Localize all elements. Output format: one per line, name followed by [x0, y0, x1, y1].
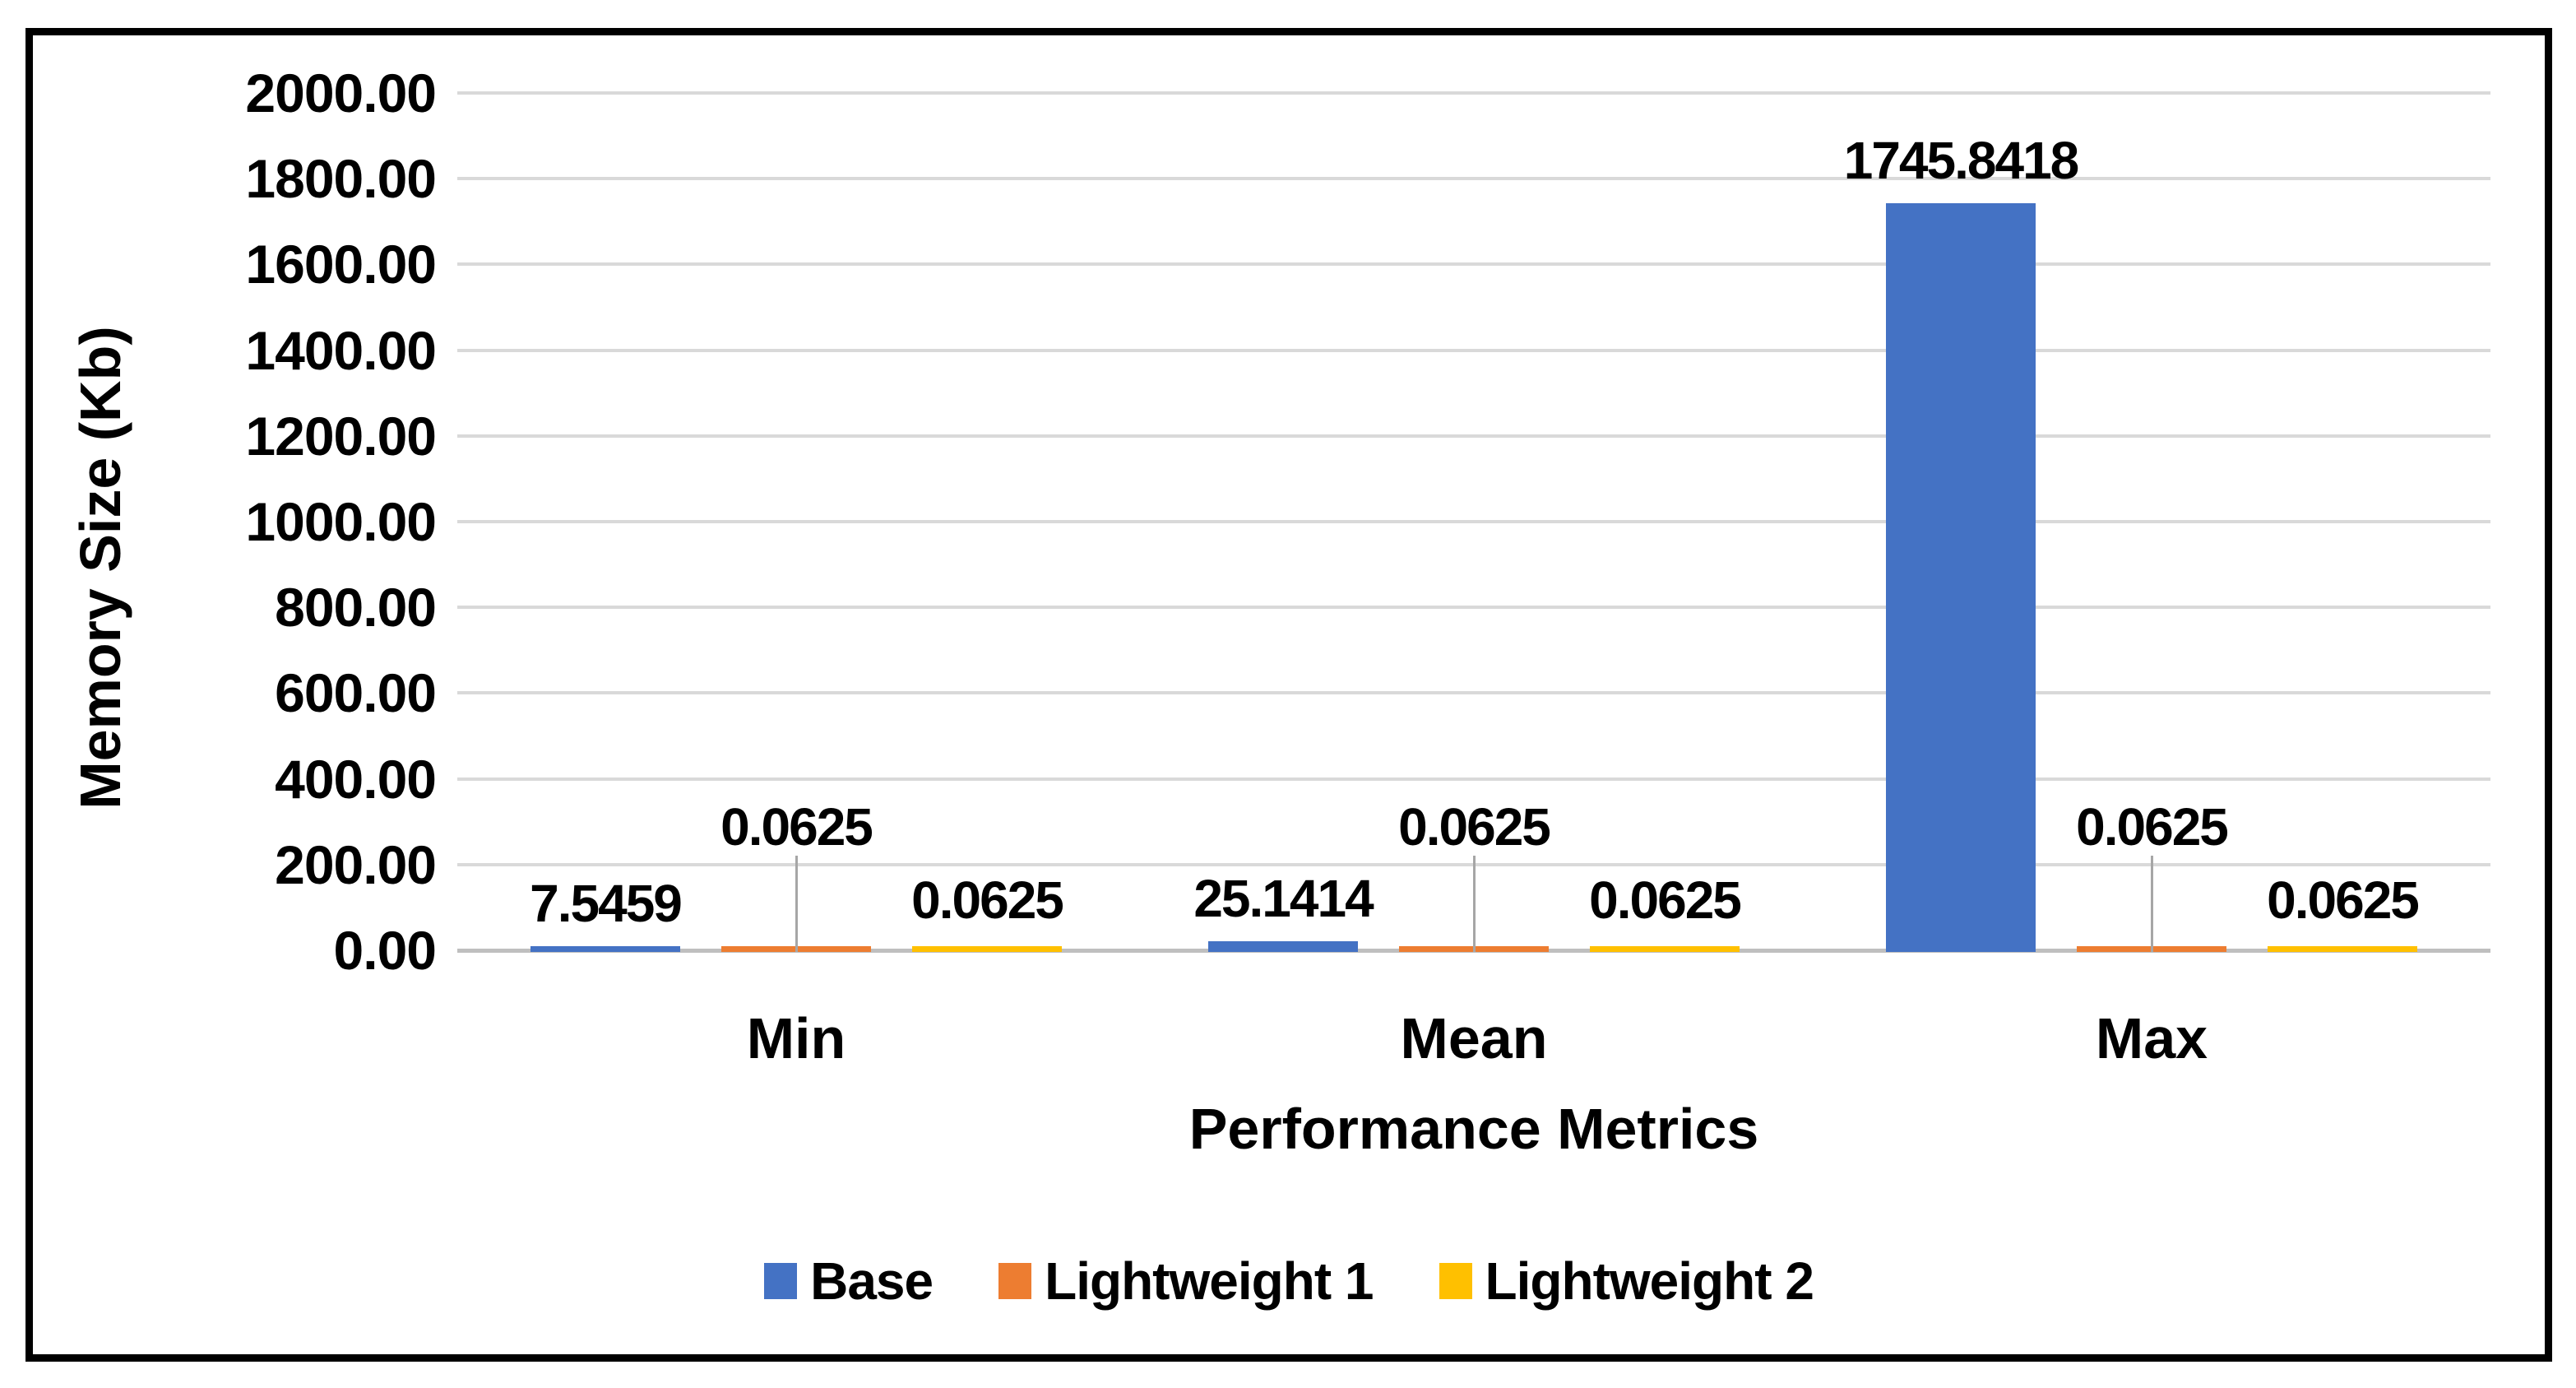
data-label-leader-line — [2151, 856, 2153, 952]
data-label: 7.5459 — [530, 874, 683, 933]
y-tick-label: 1600.00 — [245, 234, 437, 295]
data-label: 0.0625 — [2267, 870, 2420, 930]
legend-item-lightweight-2: Lightweight 2 — [1439, 1255, 1814, 1307]
legend-label: Base — [810, 1251, 934, 1311]
x-axis-title: Performance Metrics — [1188, 1097, 1759, 1161]
data-label-leader-line — [795, 856, 798, 952]
gridline — [457, 91, 2490, 95]
bar-base-mean — [1208, 941, 1358, 952]
bar-lightweight-2-max — [2268, 946, 2417, 952]
y-tick-label: 0.00 — [333, 920, 437, 981]
legend: Base Lightweight 1 Lightweight 2 — [25, 1252, 2552, 1310]
data-label-leader-line — [1473, 856, 1476, 952]
gridline — [457, 691, 2490, 694]
legend-marker — [998, 1263, 1032, 1299]
bar-lightweight-2-min — [912, 946, 1062, 952]
legend-label: Lightweight 2 — [1485, 1251, 1814, 1311]
data-label: 0.0625 — [911, 870, 1064, 930]
chart-outer-border — [25, 28, 2552, 1362]
legend-marker — [764, 1263, 798, 1299]
data-label: 0.0625 — [720, 797, 873, 856]
legend-label: Lightweight 1 — [1045, 1251, 1374, 1311]
category-label-mean: Mean — [1400, 1006, 1548, 1070]
gridline — [457, 349, 2490, 352]
y-tick-label: 2000.00 — [245, 63, 437, 123]
y-tick-label: 200.00 — [275, 834, 437, 895]
bar-base-max — [1886, 203, 2036, 952]
category-label-max: Max — [2095, 1006, 2208, 1070]
data-label: 0.0625 — [2076, 797, 2229, 856]
bar-base-min — [530, 946, 680, 952]
data-label: 0.0625 — [1398, 797, 1551, 856]
gridline — [457, 262, 2490, 266]
legend-marker — [1439, 1263, 1472, 1299]
data-label: 1745.8418 — [1843, 131, 2080, 190]
y-tick-label: 1400.00 — [245, 320, 437, 381]
data-label: 25.1414 — [1193, 869, 1374, 928]
legend-item-base: Base — [764, 1251, 934, 1311]
data-label: 0.0625 — [1589, 870, 1742, 930]
y-tick-label: 1200.00 — [245, 406, 437, 467]
gridline — [457, 520, 2490, 523]
legend-item-lightweight-1: Lightweight 1 — [998, 1251, 1374, 1311]
y-tick-label: 1800.00 — [245, 148, 437, 209]
y-tick-label: 600.00 — [275, 662, 437, 723]
y-tick-label: 1000.00 — [245, 491, 437, 552]
gridline — [457, 778, 2490, 781]
gridline — [457, 606, 2490, 609]
y-tick-label: 400.00 — [275, 749, 437, 810]
y-axis-title: Memory Size (Kb) — [68, 326, 132, 810]
category-label-min: Min — [746, 1006, 846, 1070]
y-tick-label: 800.00 — [275, 577, 437, 638]
gridline — [457, 177, 2490, 180]
gridline — [457, 434, 2490, 438]
bar-lightweight-2-mean — [1590, 946, 1740, 952]
